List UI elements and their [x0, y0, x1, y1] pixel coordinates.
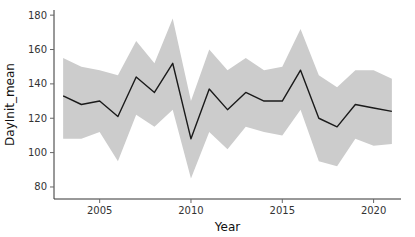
- se-band: [63, 19, 392, 179]
- x-tick: [190, 199, 191, 203]
- y-tick-label: 160: [28, 44, 47, 55]
- y-tick-label: 120: [28, 113, 47, 124]
- y-axis-line: [54, 10, 55, 199]
- y-tick: [50, 152, 54, 153]
- mean-line: [63, 63, 392, 139]
- y-tick-label: 80: [34, 181, 47, 192]
- x-tick-label: 2010: [178, 205, 203, 216]
- y-tick: [50, 49, 54, 50]
- y-tick-label: 180: [28, 10, 47, 21]
- plot-area: [63, 19, 392, 179]
- y-tick-label: 100: [28, 147, 47, 158]
- y-tick: [50, 83, 54, 84]
- x-tick-label: 2005: [87, 205, 112, 216]
- y-axis-title: DayInit_mean: [3, 63, 17, 146]
- y-tick: [50, 186, 54, 187]
- y-tick: [50, 15, 54, 16]
- y-tick: [50, 118, 54, 119]
- x-tick: [99, 199, 100, 203]
- x-tick-label: 2020: [361, 205, 386, 216]
- chart: 2005 2010 2015 2020 80 100 120 140 160 180 Year Day…: [0, 0, 415, 237]
- y-tick-label: 140: [28, 78, 47, 89]
- x-axis-title: Year: [214, 220, 240, 234]
- x-tick: [282, 199, 283, 203]
- x-tick: [373, 199, 374, 203]
- x-tick-label: 2015: [270, 205, 295, 216]
- x-axis-line: [54, 199, 401, 200]
